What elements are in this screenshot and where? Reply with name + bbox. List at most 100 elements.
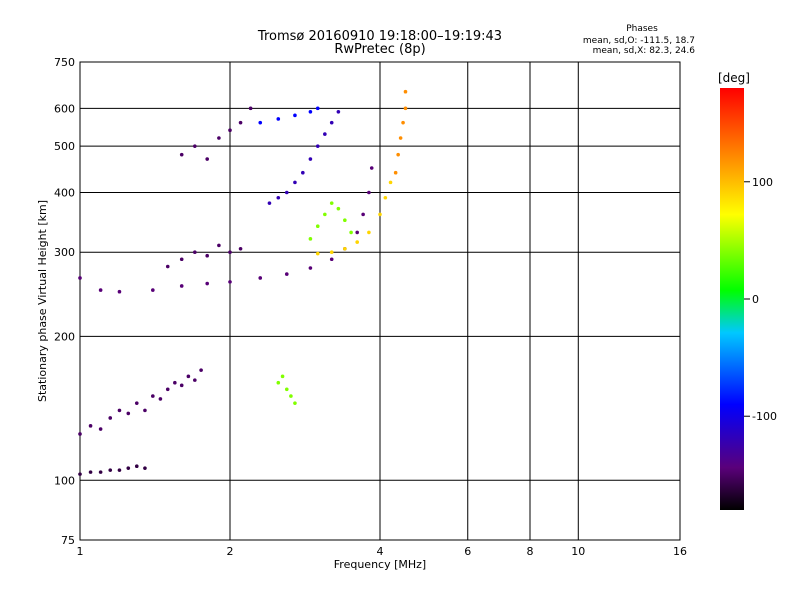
data-point <box>369 166 374 170</box>
data-point <box>98 288 103 292</box>
data-point <box>403 89 408 94</box>
data-point <box>205 253 209 258</box>
data-point <box>186 374 191 379</box>
data-points <box>78 89 408 476</box>
data-point <box>143 466 147 470</box>
data-point <box>293 113 297 118</box>
data-point <box>165 264 170 269</box>
data-point <box>315 106 320 111</box>
data-point <box>367 230 371 235</box>
data-point <box>258 276 263 280</box>
data-point <box>308 266 313 270</box>
data-point <box>301 170 305 175</box>
data-point <box>284 190 289 195</box>
data-point <box>315 144 320 148</box>
data-point <box>293 180 297 185</box>
data-point <box>383 195 388 200</box>
x-axis-ticks: 1 2 4 6 8 10 16 <box>77 545 688 558</box>
chart-subtitle: RwPretec (8p) <box>334 42 425 57</box>
x-tick-label: 6 <box>464 545 471 558</box>
y-axis-label: Stationary phase Virtual Height [km] <box>36 200 49 402</box>
x-tick-label: 4 <box>377 545 384 558</box>
data-point <box>329 257 334 262</box>
data-point <box>276 380 281 385</box>
stats-heading: Phases <box>626 24 658 34</box>
y-tick-label: 100 <box>54 474 75 487</box>
colorbar-label: [deg] <box>718 71 750 85</box>
data-point <box>165 387 170 392</box>
y-tick-label: 400 <box>54 186 75 199</box>
x-tick-label: 8 <box>527 545 534 558</box>
data-point <box>126 466 131 470</box>
data-point <box>98 427 103 431</box>
x-tick-label: 2 <box>227 545 234 558</box>
data-point <box>388 180 393 185</box>
data-point <box>355 240 359 244</box>
data-point <box>88 470 93 474</box>
data-point <box>88 424 93 428</box>
data-point <box>179 152 184 157</box>
data-point <box>205 281 209 286</box>
chart-title: Tromsø 20160910 19:18:00–19:19:43 <box>257 29 502 44</box>
data-point <box>329 250 334 255</box>
data-point <box>238 246 243 251</box>
data-point <box>396 152 400 157</box>
data-point <box>158 397 163 401</box>
data-point <box>323 132 327 136</box>
x-axis-label: Frequency [MHz] <box>334 558 426 571</box>
data-point <box>361 212 365 217</box>
data-point <box>248 106 253 111</box>
data-point <box>217 136 221 140</box>
data-point <box>199 368 203 372</box>
data-point <box>276 195 281 200</box>
data-point <box>343 218 347 223</box>
data-point <box>293 401 297 405</box>
data-point <box>108 416 113 420</box>
data-point <box>193 144 197 148</box>
data-point <box>284 387 289 392</box>
data-point <box>343 246 347 251</box>
x-tick-label: 1 <box>77 545 84 558</box>
x-tick-label: 10 <box>571 545 585 558</box>
data-point <box>151 288 155 292</box>
data-point <box>308 110 313 114</box>
data-point <box>323 212 327 217</box>
data-point <box>228 280 232 284</box>
data-point <box>276 117 281 121</box>
data-point <box>117 408 122 413</box>
data-point <box>78 472 82 476</box>
data-point <box>143 408 147 413</box>
stats-line-o: mean, sd,O: -111.5, 18.7 <box>583 36 695 46</box>
data-point <box>108 468 113 472</box>
data-point <box>329 120 334 125</box>
colorbar-tick-label: 0 <box>752 293 759 306</box>
grid <box>80 62 680 540</box>
data-point <box>315 251 320 256</box>
y-tick-label: 600 <box>54 102 75 115</box>
data-point <box>398 136 403 140</box>
data-point <box>179 284 184 288</box>
data-point <box>98 470 103 474</box>
data-point <box>308 237 313 241</box>
colorbar-ticks: 100 0 -100 <box>744 176 777 423</box>
data-point <box>117 468 122 472</box>
data-point <box>355 230 359 235</box>
data-point <box>349 230 353 235</box>
data-point <box>134 401 139 405</box>
colorbar-tick-label: -100 <box>752 410 777 423</box>
data-point <box>367 190 371 195</box>
y-tick-label: 750 <box>54 56 75 69</box>
data-point <box>329 201 334 205</box>
data-point <box>280 374 285 379</box>
data-point <box>284 272 289 276</box>
data-point <box>217 243 221 248</box>
data-point <box>134 464 139 469</box>
data-point <box>308 157 313 161</box>
data-point <box>193 378 197 382</box>
y-tick-label: 200 <box>54 330 75 343</box>
data-point <box>378 212 382 217</box>
data-point <box>393 170 398 175</box>
y-tick-label: 300 <box>54 246 75 259</box>
data-point <box>78 276 82 280</box>
data-point <box>258 120 263 125</box>
